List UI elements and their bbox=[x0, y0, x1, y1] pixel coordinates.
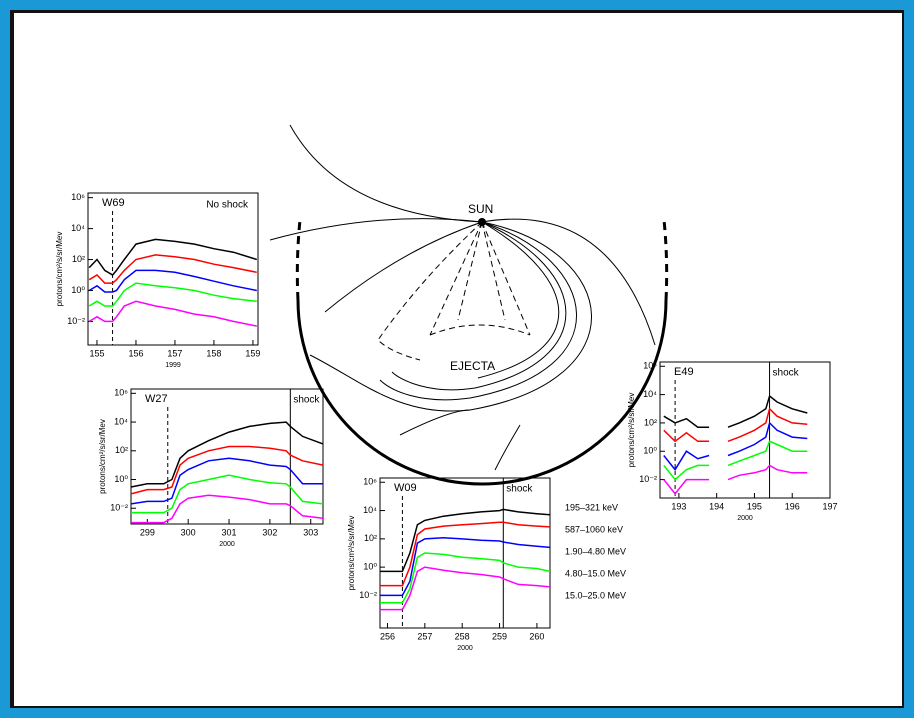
x-axis-label: 2000 bbox=[457, 645, 473, 652]
x-tick-label: 302 bbox=[262, 527, 277, 537]
y-tick-label: 10² bbox=[72, 254, 85, 264]
x-tick-label: 159 bbox=[245, 348, 260, 358]
shock-label: shock bbox=[773, 368, 800, 379]
legend-entry: 4.80–15.0 MeV bbox=[565, 568, 626, 578]
y-tick-label: 10⁶ bbox=[114, 388, 128, 398]
y-tick-label: 10⁶ bbox=[71, 192, 85, 202]
y-tick-label: 10⁰ bbox=[71, 285, 85, 295]
x-axis-label: 2000 bbox=[737, 515, 753, 522]
legend-entry: 587–1060 keV bbox=[565, 524, 623, 534]
legend-entry: 1.90–4.80 MeV bbox=[565, 546, 626, 556]
y-tick-label: 10⁶ bbox=[363, 477, 377, 487]
y-tick-label: 10⁻² bbox=[359, 590, 377, 600]
y-axis-label: protons/cm²/s/sr/Mev bbox=[98, 419, 107, 494]
y-axis-label: protons/cm²/s/sr/Mev bbox=[347, 516, 356, 591]
x-tick-label: 157 bbox=[167, 348, 182, 358]
y-tick-label: 10⁴ bbox=[643, 389, 657, 399]
x-tick-label: 260 bbox=[529, 631, 544, 641]
figure: SUN EJECTA 10⁻² 10⁰ 10² 10⁴ 10⁶ 155 156 157 158 1… bbox=[0, 0, 914, 718]
legend-entry: 15.0–25.0 MeV bbox=[565, 590, 626, 600]
x-tick-label: 301 bbox=[222, 527, 237, 537]
panel-title: W27 bbox=[145, 393, 168, 405]
y-tick-label: 10⁶ bbox=[643, 361, 657, 371]
y-tick-label: 10² bbox=[364, 533, 377, 543]
y-tick-label: 10⁴ bbox=[363, 505, 377, 515]
x-tick-label: 256 bbox=[380, 631, 395, 641]
y-tick-label: 10² bbox=[115, 445, 128, 455]
y-axis-label: protons/cm²/s/sr/Mev bbox=[55, 232, 64, 307]
sun bbox=[478, 218, 486, 226]
annotation: No shock bbox=[206, 200, 249, 211]
x-tick-label: 258 bbox=[455, 631, 470, 641]
x-axis-label: 1999 bbox=[165, 362, 181, 369]
x-tick-label: 195 bbox=[747, 501, 762, 511]
y-tick-label: 10⁴ bbox=[71, 223, 85, 233]
ejecta-label: EJECTA bbox=[450, 359, 495, 373]
x-tick-label: 194 bbox=[709, 501, 724, 511]
legend-entry: 195–321 keV bbox=[565, 502, 618, 512]
x-tick-label: 299 bbox=[140, 527, 155, 537]
shock-label: shock bbox=[506, 484, 533, 495]
x-tick-label: 303 bbox=[303, 527, 318, 537]
shock-label: shock bbox=[293, 395, 320, 406]
x-tick-label: 193 bbox=[671, 501, 686, 511]
y-axis-label: protons/cm²/s/sr/Mev bbox=[627, 393, 636, 468]
x-tick-label: 156 bbox=[128, 348, 143, 358]
y-tick-label: 10⁰ bbox=[643, 446, 657, 456]
y-tick-label: 10⁰ bbox=[363, 562, 377, 572]
y-tick-label: 10⁴ bbox=[114, 416, 128, 426]
y-tick-label: 10⁻² bbox=[110, 503, 128, 513]
panel-title: W09 bbox=[394, 482, 417, 494]
y-tick-label: 10⁰ bbox=[114, 474, 128, 484]
y-tick-label: 10⁻² bbox=[67, 316, 85, 326]
x-tick-label: 155 bbox=[89, 348, 104, 358]
panel-title: W69 bbox=[102, 197, 125, 209]
x-tick-label: 196 bbox=[785, 501, 800, 511]
panel-title: E49 bbox=[674, 366, 694, 378]
x-tick-label: 300 bbox=[181, 527, 196, 537]
x-tick-label: 257 bbox=[417, 631, 432, 641]
x-tick-label: 259 bbox=[492, 631, 507, 641]
y-tick-label: 10⁻² bbox=[639, 474, 657, 484]
x-tick-label: 158 bbox=[206, 348, 221, 358]
sun-label: SUN bbox=[468, 202, 493, 216]
x-axis-label: 2000 bbox=[219, 541, 235, 548]
y-tick-label: 10² bbox=[644, 417, 657, 427]
x-tick-label: 197 bbox=[822, 501, 837, 511]
